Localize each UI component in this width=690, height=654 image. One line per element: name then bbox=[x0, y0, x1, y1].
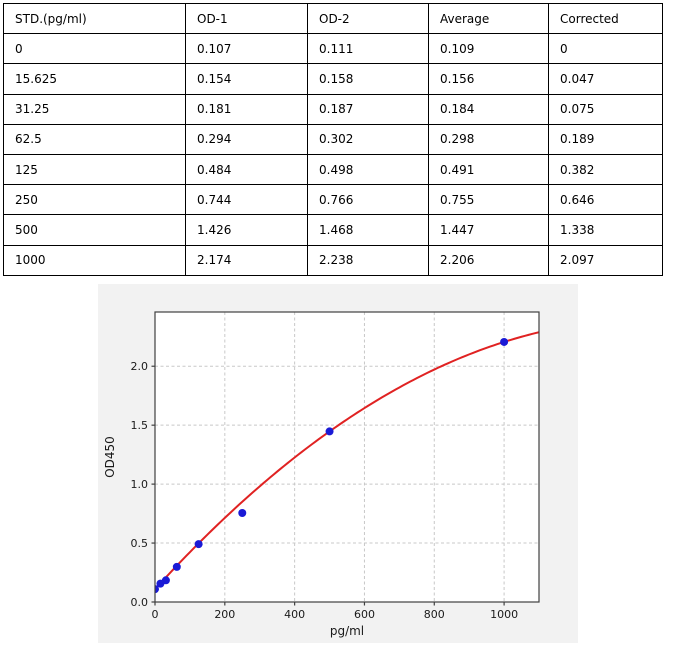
x-tick-label: 1000 bbox=[490, 608, 518, 621]
column-header-average: Average bbox=[428, 2, 549, 35]
table-row: 250 0.744 0.766 0.755 0.646 bbox=[3, 184, 663, 216]
table-cell: 0.047 bbox=[548, 63, 663, 95]
x-tick-label: 0 bbox=[152, 608, 159, 621]
fit-curve bbox=[155, 331, 539, 590]
table-cell: 31.25 bbox=[3, 93, 186, 125]
x-tick-label: 200 bbox=[214, 608, 235, 621]
y-axis-label: OD450 bbox=[103, 436, 117, 478]
table-row: 62.5 0.294 0.302 0.298 0.189 bbox=[3, 123, 663, 155]
table-row: 31.25 0.181 0.187 0.184 0.075 bbox=[3, 93, 663, 125]
data-point bbox=[500, 337, 509, 346]
table-cell: 0 bbox=[3, 33, 186, 65]
table-cell: 125 bbox=[3, 153, 186, 186]
table-cell: 0.491 bbox=[428, 153, 549, 186]
table-header-row: STD.(pg/ml) OD-1 OD-2 Average Corrected bbox=[3, 2, 663, 35]
data-point bbox=[161, 576, 170, 585]
x-tick-label: 400 bbox=[284, 608, 305, 621]
table-cell: 0.484 bbox=[185, 153, 308, 186]
table-cell: 0.075 bbox=[548, 93, 663, 125]
table-row: 1000 2.174 2.238 2.206 2.097 bbox=[3, 244, 663, 276]
table-cell: 2.097 bbox=[548, 244, 663, 276]
table-cell: 0.154 bbox=[185, 63, 308, 95]
table-cell: 0.184 bbox=[428, 93, 549, 125]
y-tick-label: 0.5 bbox=[131, 537, 149, 550]
column-header-std: STD.(pg/ml) bbox=[3, 2, 186, 35]
table-cell: 2.206 bbox=[428, 244, 549, 276]
table-cell: 1.426 bbox=[185, 214, 308, 246]
table-cell: 250 bbox=[3, 184, 186, 216]
data-point bbox=[325, 427, 334, 436]
table-cell: 0.646 bbox=[548, 184, 663, 216]
table-row: 125 0.484 0.498 0.491 0.382 bbox=[3, 153, 663, 186]
standard-curve-chart: 0 200 400 600 800 1000 0.0 0.5 1.0 1.5 2.0 pg/ml OD4… bbox=[103, 311, 540, 638]
column-header-corrected: Corrected bbox=[548, 2, 663, 35]
y-tick-label: 0.0 bbox=[131, 596, 149, 609]
standard-curve-figure: 0 200 400 600 800 1000 0.0 0.5 1.0 1.5 2.0 pg/ml OD4… bbox=[98, 284, 578, 643]
table-cell: 0.498 bbox=[307, 153, 429, 186]
data-point bbox=[172, 562, 181, 571]
table-cell: 0.744 bbox=[185, 184, 308, 216]
table-row: 15.625 0.154 0.158 0.156 0.047 bbox=[3, 63, 663, 95]
column-header-od1: OD-1 bbox=[185, 2, 308, 35]
table-cell: 0.187 bbox=[307, 93, 429, 125]
x-axis-label: pg/ml bbox=[330, 624, 364, 638]
table-cell: 1.338 bbox=[548, 214, 663, 246]
y-tick-label: 2.0 bbox=[131, 360, 149, 373]
plot-frame bbox=[154, 311, 540, 603]
table-cell: 1000 bbox=[3, 244, 186, 276]
table-cell: 0.382 bbox=[548, 153, 663, 186]
table-cell: 62.5 bbox=[3, 123, 186, 155]
column-header-od2: OD-2 bbox=[307, 2, 429, 35]
data-point bbox=[238, 509, 247, 517]
x-tick-label: 600 bbox=[354, 608, 375, 621]
table-cell: 0.158 bbox=[307, 63, 429, 95]
data-point bbox=[194, 540, 203, 549]
table-cell: 500 bbox=[3, 214, 186, 246]
table-row: 500 1.426 1.468 1.447 1.338 bbox=[3, 214, 663, 246]
data-point bbox=[155, 585, 159, 594]
standards-table: STD.(pg/ml) OD-1 OD-2 Average Corrected … bbox=[3, 2, 663, 276]
y-tick-label: 1.0 bbox=[131, 478, 149, 491]
table-body: 0 0.107 0.111 0.109 0 15.625 0.154 0.158 0.156 0.… bbox=[3, 33, 663, 276]
table-cell: 0.755 bbox=[428, 184, 549, 216]
table-cell: 0 bbox=[548, 33, 663, 65]
table-cell: 2.238 bbox=[307, 244, 429, 276]
table-cell: 0.302 bbox=[307, 123, 429, 155]
table-cell: 0.109 bbox=[428, 33, 549, 65]
table-cell: 0.766 bbox=[307, 184, 429, 216]
table-cell: 2.174 bbox=[185, 244, 308, 276]
table-cell: 0.156 bbox=[428, 63, 549, 95]
y-tick-label: 1.5 bbox=[131, 419, 149, 432]
table-cell: 1.468 bbox=[307, 214, 429, 246]
table-cell: 1.447 bbox=[428, 214, 549, 246]
table-cell: 0.189 bbox=[548, 123, 663, 155]
x-tick-label: 800 bbox=[424, 608, 445, 621]
table-cell: 0.298 bbox=[428, 123, 549, 155]
table-cell: 0.107 bbox=[185, 33, 308, 65]
plot-area bbox=[155, 312, 539, 602]
table-cell: 0.294 bbox=[185, 123, 308, 155]
table-cell: 0.181 bbox=[185, 93, 308, 125]
table-row: 0 0.107 0.111 0.109 0 bbox=[3, 33, 663, 65]
table-cell: 15.625 bbox=[3, 63, 186, 95]
table-cell: 0.111 bbox=[307, 33, 429, 65]
